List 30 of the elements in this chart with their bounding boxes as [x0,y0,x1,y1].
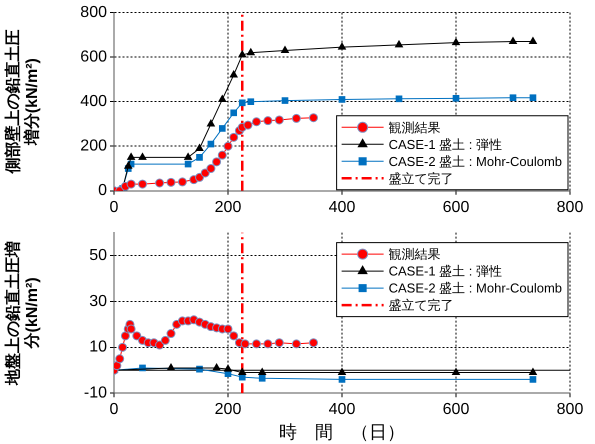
x-tick-label: 0 [110,401,119,418]
y-tick-label: 200 [80,138,108,155]
x-tick-label: 600 [442,198,470,216]
x-tick-label: 200 [214,198,242,216]
y-axis-title: 地盤上の鉛直土圧増分(kN/m²) [3,240,42,386]
x-tick-label: 600 [442,401,470,418]
legend-label: 観測結果 [388,246,441,262]
y-tick-label: 30 [89,292,108,310]
y-tick-label: 400 [80,93,108,110]
y-axis-title: 側部壁上の鉛直土圧増分(kN/m²) [4,30,42,175]
legend-label: CASE-2 盛土 : Mohr-Coulomb [388,154,562,169]
x-axis-title: 時 間 （日） [279,422,405,442]
y-tick-label: 0 [98,182,108,200]
y-tick-label: 50 [89,246,108,264]
x-tick-label: 800 [556,198,584,216]
x-tick-label: 800 [556,401,584,418]
legend-label: 観測結果 [388,120,441,135]
legend-label: CASE-1 盛土 : 弾性 [388,264,502,279]
x-tick-label: 400 [328,401,356,418]
y-tick-label: -10 [84,384,108,402]
legend-label: CASE-1 盛土 : 弾性 [388,136,502,152]
y-tick-label: 800 [80,4,108,22]
x-tick-label: 400 [328,198,356,216]
x-tick-label: 0 [110,198,119,216]
y-tick-label: 10 [89,338,108,356]
legend-label: CASE-2 盛土 : Mohr-Coulomb [388,280,562,296]
y-tick-label: 600 [80,48,108,66]
x-tick-label: 200 [214,401,242,418]
legend-label: 盛立て完了 [388,298,454,313]
legend-label: 盛立て完了 [388,170,454,186]
